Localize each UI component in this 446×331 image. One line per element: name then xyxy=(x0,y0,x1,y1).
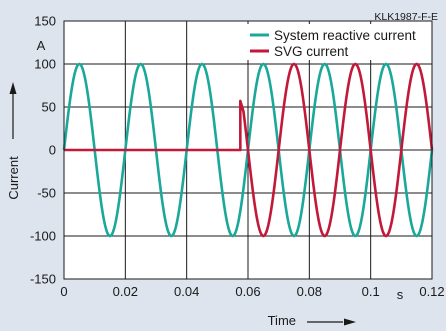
y-tick-label: 50 xyxy=(42,100,56,115)
x-tick-label: 0.08 xyxy=(297,284,322,299)
y-axis-unit: A xyxy=(37,38,46,53)
y-axis-arrow-head xyxy=(9,82,17,94)
y-tick-label: -150 xyxy=(30,272,56,287)
legend-box xyxy=(244,24,428,60)
tick-labels: 0 0.02 0.04 0.06 0.08 0.1 0.12 -150 -100 -50 0 50 10… xyxy=(30,14,445,300)
x-tick-label: 0.06 xyxy=(235,284,260,299)
series-layer xyxy=(62,62,434,238)
y-tick-label: 100 xyxy=(34,57,56,72)
x-axis-title: Time xyxy=(268,313,296,328)
x-tick-label: 0 xyxy=(60,284,67,299)
x-tick-label: 0.04 xyxy=(174,284,199,299)
x-tick-label: 0.12 xyxy=(419,284,444,299)
plot-frame xyxy=(63,20,433,280)
y-axis-title: Current xyxy=(6,156,21,200)
x-tick-label: 0.02 xyxy=(113,284,138,299)
series-line-svg-current xyxy=(64,62,434,238)
legend-label: System reactive current xyxy=(274,28,416,43)
y-tick-label: -100 xyxy=(30,229,56,244)
y-axis-title-group: Current xyxy=(6,156,21,200)
y-tick-label: 150 xyxy=(34,14,56,29)
legend-label: SVG current xyxy=(274,44,349,59)
y-tick-label: -50 xyxy=(37,186,56,201)
x-tick-label: 0.1 xyxy=(362,284,380,299)
y-tick-label: 0 xyxy=(49,143,56,158)
figure-code: KLK1987-F-E xyxy=(374,11,438,23)
x-axis-unit: s xyxy=(397,287,404,302)
x-axis-arrow-head xyxy=(344,318,356,326)
